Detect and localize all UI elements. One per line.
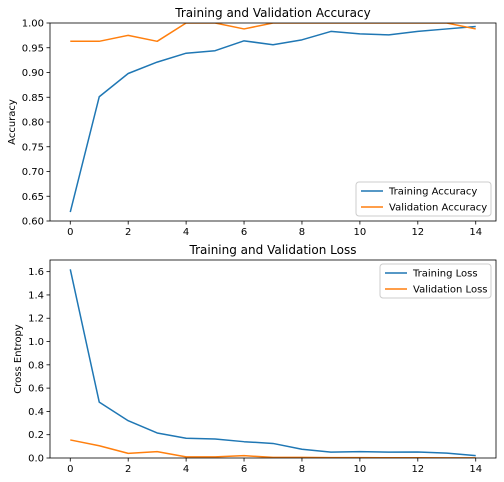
loss-y-tick-label: 1.0 (28, 337, 44, 348)
loss-legend-box (379, 263, 492, 299)
loss-y-tick-label: 0.0 (28, 454, 44, 465)
accuracy-y-tick-label: 0.70 (22, 167, 44, 178)
loss-x-tick-label: 14 (469, 464, 482, 475)
loss-chart: Training and Validation Loss Cross Entro… (13, 243, 497, 475)
loss-x-tick-label: 4 (183, 464, 189, 475)
accuracy-chart: Training and Validation Accuracy Accurac… (7, 6, 497, 238)
accuracy-y-tick-label: 0.65 (22, 192, 44, 203)
loss-x-tick-label: 0 (67, 464, 73, 475)
loss-y-tick-label: 0.2 (28, 430, 44, 441)
accuracy-y-tick-label: 0.90 (22, 68, 44, 79)
accuracy-x-tick-label: 12 (411, 227, 424, 238)
series-line-training-accuracy (69, 25, 476, 213)
series-line-validation-accuracy (70, 23, 476, 43)
loss-x-tick-label: 2 (125, 464, 131, 475)
accuracy-y-tick-label: 0.60 (22, 217, 44, 228)
loss-y-tick-label: 1.2 (28, 314, 44, 325)
legend-label-training-accuracy: Training Accuracy (388, 187, 477, 198)
loss-x-tick-label: 8 (299, 464, 305, 475)
loss-y-tick-label: 0.4 (28, 407, 44, 418)
accuracy-y-tick-label: 0.75 (22, 142, 44, 153)
accuracy-legend: Training Accuracy Validation Accuracy (355, 181, 492, 217)
series-line-training-loss (69, 269, 476, 457)
accuracy-x-tick-label: 0 (67, 227, 73, 238)
accuracy-y-tick-label: 0.95 (22, 43, 44, 54)
accuracy-x-tick-label: 14 (469, 227, 482, 238)
accuracy-plot-area: 0 2 4 6 8 10 12 14 0.60 0.65 0.70 0.75 0.80 0.85 0.90 0… (22, 19, 497, 238)
accuracy-x-tick-label: 6 (241, 227, 247, 238)
accuracy-chart-title: Training and Validation Accuracy (174, 6, 370, 20)
accuracy-legend-box (355, 181, 492, 217)
accuracy-x-tick-label: 4 (183, 227, 189, 238)
loss-x-tick-label: 12 (411, 464, 424, 475)
accuracy-x-tick-label: 8 (299, 227, 305, 238)
accuracy-y-tick-label: 0.80 (22, 118, 44, 129)
accuracy-y-axis-label: Accuracy (7, 99, 18, 145)
accuracy-x-tick-label: 10 (354, 227, 367, 238)
loss-y-axis-label: Cross Entropy (13, 324, 24, 394)
accuracy-y-tick-label: 0.85 (22, 93, 44, 104)
legend-label-validation-accuracy: Validation Accuracy (389, 203, 487, 214)
accuracy-x-tick-label: 2 (125, 227, 131, 238)
loss-chart-title: Training and Validation Loss (189, 243, 357, 257)
legend-label-training-loss: Training Loss (412, 269, 478, 280)
loss-x-tick-label: 10 (354, 464, 367, 475)
accuracy-y-tick-label: 1.00 (22, 19, 44, 30)
loss-y-tick-label: 0.8 (28, 360, 44, 371)
loss-y-tick-label: 1.4 (28, 290, 44, 301)
loss-axes-frame (49, 259, 497, 459)
loss-plot-area: 0 2 4 6 8 10 12 14 0.0 0.2 0.4 0.6 0.8 1.0 1.2 1.4 1.6 (28, 259, 497, 475)
legend-label-validation-loss: Validation Loss (413, 285, 488, 296)
loss-legend: Training Loss Validation Loss (379, 263, 492, 299)
loss-x-tick-label: 6 (241, 464, 247, 475)
loss-y-tick-label: 1.6 (28, 267, 44, 278)
loss-y-tick-label: 0.6 (28, 384, 44, 395)
